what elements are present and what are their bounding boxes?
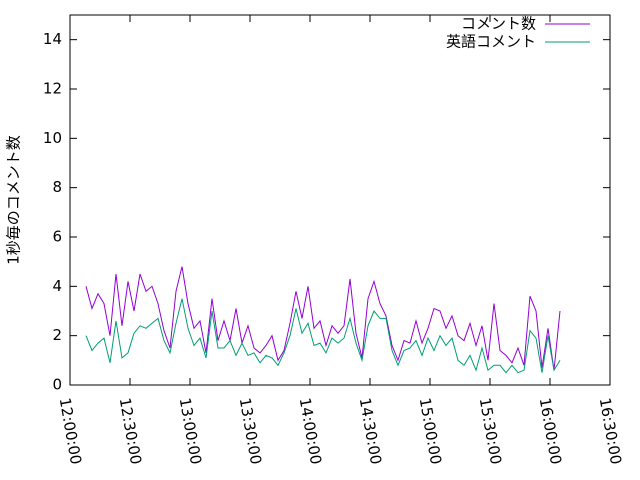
series-line	[85, 298, 561, 374]
y-tick-label: 14	[43, 30, 62, 48]
x-tick-label: 16:00:00	[536, 396, 565, 465]
y-tick-label: 10	[43, 129, 62, 147]
x-tick-label: 12:00:00	[56, 396, 85, 465]
legend-label: 英語コメント	[446, 33, 536, 51]
x-tick-label: 14:30:00	[356, 396, 385, 465]
y-tick-label: 8	[52, 178, 62, 196]
x-tick-label: 16:30:00	[596, 396, 625, 465]
y-tick-label: 4	[52, 277, 62, 295]
legend-label: コメント数	[461, 15, 536, 33]
x-tick-label: 12:30:00	[116, 396, 145, 465]
y-tick-label: 0	[52, 376, 62, 394]
y-axis-label: 1秒毎のコメント数	[5, 135, 23, 265]
y-tick-label: 2	[52, 326, 62, 344]
series-line	[85, 266, 561, 371]
x-tick-label: 15:00:00	[416, 396, 445, 465]
x-tick-label: 13:00:00	[176, 396, 205, 465]
plot-frame	[69, 14, 611, 386]
x-tick-label: 14:00:00	[296, 396, 325, 465]
x-tick-label: 13:30:00	[236, 396, 265, 465]
x-tick-label: 15:30:00	[476, 396, 505, 465]
y-tick-label: 6	[52, 228, 62, 246]
y-tick-label: 12	[43, 80, 62, 98]
